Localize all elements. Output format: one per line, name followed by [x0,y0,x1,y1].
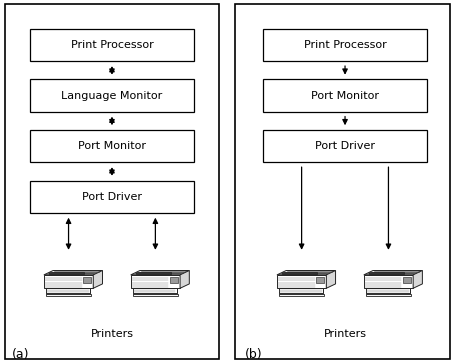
Bar [5,4,219,359]
Polygon shape [44,270,102,275]
Polygon shape [46,294,91,296]
Bar [170,278,178,283]
Polygon shape [279,294,324,296]
Bar [263,130,427,162]
Polygon shape [49,272,84,274]
Polygon shape [46,288,90,293]
Polygon shape [46,293,90,294]
Polygon shape [326,270,335,288]
Polygon shape [136,272,171,274]
Polygon shape [277,270,335,275]
Polygon shape [369,272,404,274]
Polygon shape [180,270,189,288]
Text: Printers: Printers [324,329,367,339]
Text: Port Driver: Port Driver [82,192,142,202]
Polygon shape [366,294,411,296]
Text: Printers: Printers [90,329,133,339]
Polygon shape [131,275,180,288]
Polygon shape [277,275,326,288]
Text: Port Driver: Port Driver [315,141,375,151]
Bar [235,4,450,359]
Bar [263,79,427,112]
Polygon shape [133,293,177,294]
Bar [263,29,427,61]
Bar [30,130,194,162]
Bar [30,180,194,213]
Polygon shape [366,293,410,294]
Polygon shape [282,272,317,274]
Polygon shape [93,270,102,288]
Text: (b): (b) [245,348,262,361]
Polygon shape [413,270,422,288]
Text: Print Processor: Print Processor [303,40,387,50]
Polygon shape [131,270,189,275]
Polygon shape [133,294,178,296]
Bar [30,29,194,61]
Polygon shape [279,288,323,293]
Text: (a): (a) [12,348,29,361]
Polygon shape [133,288,177,293]
Polygon shape [366,288,410,293]
Text: Port Monitor: Port Monitor [311,91,379,101]
Bar [316,278,324,283]
Text: Language Monitor: Language Monitor [61,91,163,101]
Bar [30,79,194,112]
Bar [83,278,91,283]
Text: Port Monitor: Port Monitor [78,141,146,151]
Text: Print Processor: Print Processor [70,40,154,50]
Polygon shape [279,293,323,294]
Polygon shape [364,270,422,275]
Polygon shape [364,275,413,288]
Polygon shape [44,275,93,288]
Bar [403,278,411,283]
